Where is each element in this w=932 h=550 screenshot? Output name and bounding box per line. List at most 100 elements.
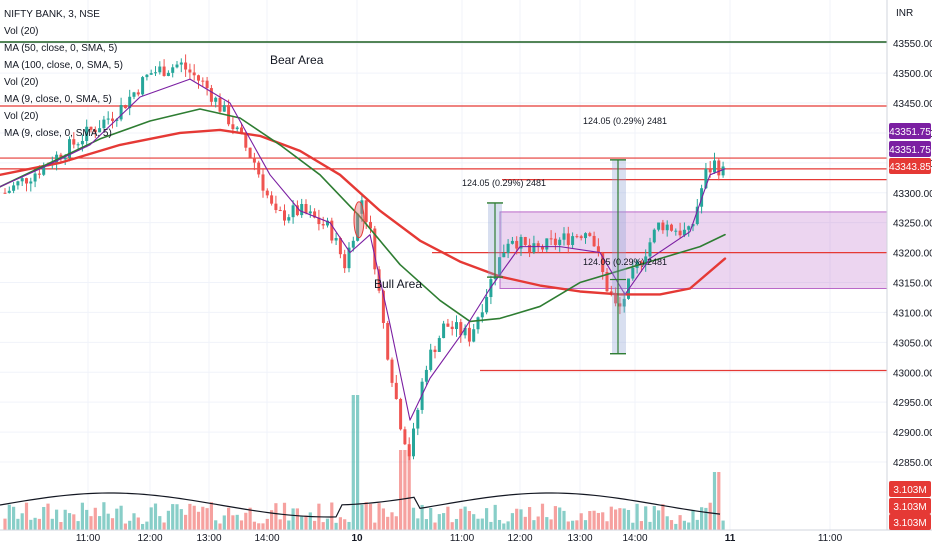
candle-body	[424, 369, 428, 382]
candle-body	[523, 236, 527, 245]
volume-bar	[119, 505, 123, 530]
candle-body	[519, 236, 523, 249]
volume-bar	[98, 516, 102, 530]
volume-bar	[291, 508, 295, 530]
chart-annotation: 124.05 (0.29%) 2481	[462, 178, 546, 188]
candle-body	[136, 92, 140, 95]
volume-bar	[532, 520, 536, 530]
candle-body	[248, 147, 252, 158]
volume-bar	[145, 521, 149, 530]
legend-ma-9-b[interactable]: MA (9, close, 0, SMA, 5)	[4, 128, 112, 139]
volume-bar	[214, 520, 218, 530]
volume-bar	[136, 517, 140, 530]
candle-body	[687, 226, 691, 230]
candle-body	[68, 139, 71, 158]
volume-bar	[102, 502, 106, 530]
candle-body	[605, 272, 609, 292]
candle-body	[506, 243, 510, 253]
candle-body	[42, 165, 46, 175]
legend-ma-50[interactable]: MA (50, close, 0, SMA, 5)	[4, 43, 118, 54]
candle-body	[128, 96, 132, 109]
volume-bar	[476, 518, 480, 530]
volume-bar	[497, 519, 502, 530]
volume-tag-label: 3.103M	[893, 502, 926, 513]
volume-bar	[93, 507, 97, 530]
volume-bar	[652, 506, 656, 530]
candle-body	[648, 242, 652, 257]
candle-body	[274, 203, 278, 211]
candle-body	[674, 230, 678, 232]
volume-bar	[704, 507, 708, 530]
volume-bar	[282, 502, 287, 530]
volume-bar	[67, 513, 72, 530]
volume-tag	[889, 481, 931, 497]
candle-body	[541, 246, 544, 250]
volume-bar	[618, 508, 622, 530]
volume-bar	[493, 504, 497, 530]
candle-body	[467, 327, 471, 342]
volume-bar	[218, 523, 222, 530]
candle-body	[313, 211, 317, 218]
chart-annotation: 124.05 (0.29%) 2481	[583, 116, 667, 126]
volume-bar	[80, 502, 84, 530]
legend-vol-3[interactable]: Vol (20)	[4, 111, 39, 122]
volume-bar	[695, 519, 699, 530]
legend-ma-100[interactable]: MA (100, close, 0, SMA, 5)	[4, 60, 123, 71]
price-tag	[889, 141, 931, 157]
candle-body	[562, 233, 566, 240]
volume-bar	[583, 520, 588, 530]
candle-body	[3, 192, 7, 194]
volume-bar	[364, 502, 368, 530]
candle-body	[476, 317, 480, 330]
volume-bar	[270, 510, 274, 530]
volume-bar	[545, 517, 549, 530]
volume-bar	[274, 503, 278, 530]
candle-body	[584, 233, 587, 239]
x-tick-label: 13:00	[196, 533, 221, 544]
candle-body	[308, 211, 312, 214]
candle-body	[682, 229, 686, 236]
volume-bar	[549, 519, 553, 530]
candle-body	[33, 173, 37, 182]
candle-body	[553, 238, 557, 246]
volume-bar	[373, 522, 377, 530]
volume-bar	[661, 504, 665, 530]
volume-bar	[614, 509, 618, 530]
volume-tag	[889, 498, 931, 514]
candle-body	[278, 210, 282, 212]
candle-body	[571, 236, 575, 245]
candle-body	[618, 303, 622, 307]
candle-body	[347, 247, 351, 269]
candle-body	[588, 233, 592, 236]
volume-bar	[506, 521, 510, 530]
volume-bar	[24, 502, 29, 530]
candle-body	[85, 126, 89, 141]
candle-body	[502, 252, 506, 258]
legend-vol-2[interactable]: Vol (20)	[4, 77, 39, 88]
candle-body	[321, 224, 325, 226]
candle-body	[171, 67, 175, 73]
volume-bar	[184, 514, 188, 530]
candle-body	[287, 217, 291, 221]
volume-ma-line	[0, 492, 721, 518]
volume-bar	[648, 521, 652, 530]
volume-bar	[700, 507, 704, 530]
candle-body	[63, 157, 67, 160]
candle-body	[356, 213, 360, 241]
chart-annotation: 124.05 (0.29%) 2481	[583, 257, 667, 267]
volume-bar	[227, 507, 231, 530]
volume-bar	[682, 520, 686, 530]
volume-bar	[420, 504, 424, 530]
volume-bar	[325, 518, 330, 530]
candle-body	[162, 66, 166, 76]
candle-body	[717, 160, 721, 176]
candle-body	[377, 269, 381, 291]
candle-body	[184, 62, 188, 70]
volume-bar	[665, 516, 669, 530]
volume-bar	[12, 506, 16, 530]
legend-ma-9-a[interactable]: MA (9, close, 0, SMA, 5)	[4, 94, 112, 105]
candle-body	[351, 240, 355, 248]
candle-body	[510, 240, 514, 244]
legend-vol-1[interactable]: Vol (20)	[4, 26, 39, 37]
